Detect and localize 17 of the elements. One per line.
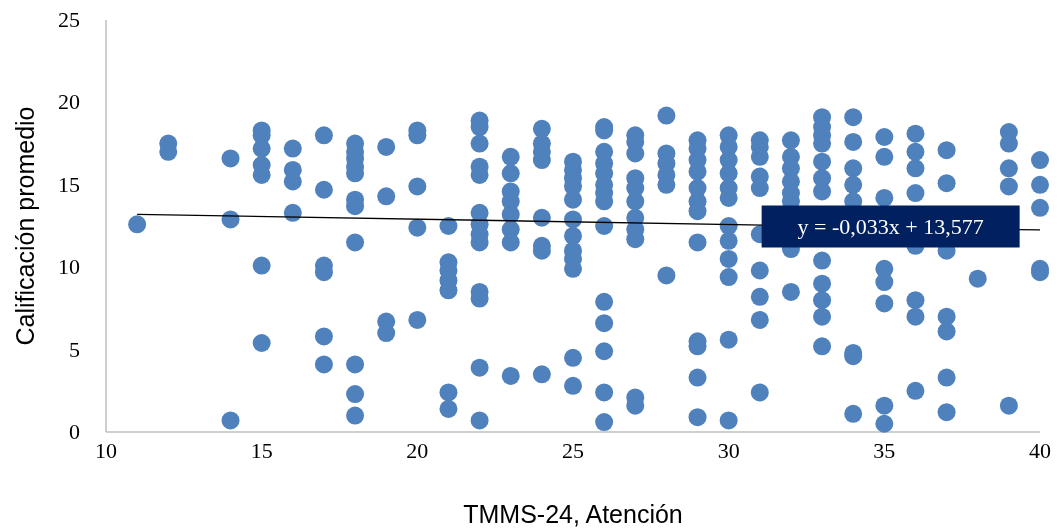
y-tick-label: 10 [58,254,80,280]
x-axis-title: TMMS-24, Atención [463,500,683,528]
x-tick-label: 10 [95,438,117,463]
y-tick-label: 25 [58,7,80,32]
x-tick-label: 40 [1029,438,1051,463]
annotation: y = -0,033x + 13,577 [797,214,984,240]
x-tick-label: 20 [406,438,429,463]
y-tick-label: 0 [69,419,80,444]
x-tick-label: 30 [717,438,740,463]
x-tick-label: 35 [873,438,896,463]
y-tick-label: 15 [58,171,80,197]
x-tick-label: 25 [562,438,584,463]
y-tick-label: 20 [58,89,80,115]
equation-box: y = -0,033x + 13,577 [761,205,1020,248]
y-axis-title: Calificación promedio [11,106,39,346]
y-tick-label: 5 [69,336,80,362]
x-tick-label: 15 [250,438,273,463]
